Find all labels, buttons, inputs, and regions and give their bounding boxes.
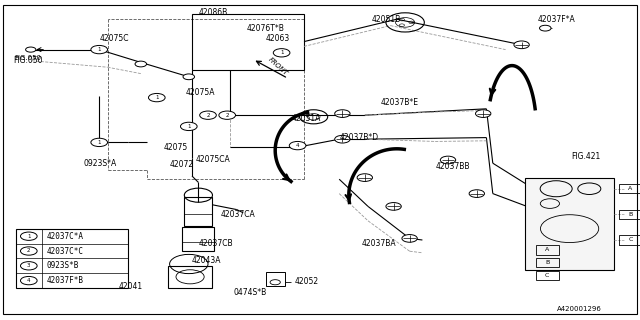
Text: 42075A: 42075A — [186, 88, 215, 97]
Text: 2: 2 — [27, 249, 31, 253]
Circle shape — [276, 50, 287, 56]
Circle shape — [289, 141, 306, 150]
Text: 0923S*B: 0923S*B — [47, 261, 79, 270]
Text: 42043A: 42043A — [192, 256, 221, 265]
Text: 42037BA: 42037BA — [362, 239, 396, 248]
Text: A: A — [628, 186, 632, 191]
Circle shape — [440, 156, 456, 164]
Circle shape — [335, 110, 350, 117]
Text: 42037C*C: 42037C*C — [47, 246, 84, 255]
Circle shape — [91, 45, 108, 54]
Text: 42037CB: 42037CB — [198, 239, 233, 248]
Text: 42037BB: 42037BB — [435, 162, 470, 171]
Circle shape — [20, 232, 37, 240]
Text: 1: 1 — [97, 47, 101, 52]
Text: 3: 3 — [27, 263, 31, 268]
Text: 4: 4 — [27, 278, 31, 283]
Text: A: A — [545, 247, 549, 252]
Circle shape — [402, 235, 417, 242]
Bar — [16, 229, 128, 288]
Bar — [619, 210, 640, 219]
Circle shape — [91, 138, 108, 147]
Text: 2: 2 — [225, 113, 229, 118]
Text: A420001296: A420001296 — [557, 306, 602, 312]
Text: 42075: 42075 — [163, 143, 188, 152]
Circle shape — [93, 47, 105, 52]
Text: 2: 2 — [206, 113, 210, 118]
Text: 42037B*D: 42037B*D — [339, 133, 378, 142]
Circle shape — [357, 174, 372, 181]
Text: C: C — [628, 237, 632, 243]
Text: FIG.050: FIG.050 — [13, 56, 42, 65]
Circle shape — [476, 110, 491, 117]
Text: 1: 1 — [97, 140, 101, 145]
Text: 1: 1 — [280, 50, 284, 55]
Text: 42063: 42063 — [266, 34, 290, 43]
Circle shape — [540, 199, 559, 208]
Bar — [192, 14, 304, 70]
Circle shape — [200, 111, 216, 119]
Text: 42037F*A: 42037F*A — [538, 15, 575, 24]
Circle shape — [273, 49, 290, 57]
Text: 1: 1 — [27, 234, 31, 239]
Circle shape — [469, 190, 484, 197]
Circle shape — [540, 25, 551, 31]
Circle shape — [514, 41, 529, 49]
Text: 42076T*B: 42076T*B — [246, 24, 284, 33]
Circle shape — [20, 247, 37, 255]
Text: 0474S*B: 0474S*B — [234, 288, 267, 297]
Text: 1: 1 — [155, 95, 159, 100]
Bar — [619, 235, 640, 244]
Bar — [168, 266, 212, 288]
Text: FIG.421: FIG.421 — [572, 152, 601, 161]
Text: 4: 4 — [296, 143, 300, 148]
Circle shape — [26, 47, 36, 52]
Bar — [536, 258, 559, 268]
Text: 42051B: 42051B — [371, 15, 401, 24]
Circle shape — [20, 276, 37, 285]
Bar — [536, 245, 559, 255]
Text: 42086B: 42086B — [198, 8, 228, 17]
Circle shape — [183, 74, 195, 80]
Text: 42075CA: 42075CA — [195, 156, 230, 164]
Circle shape — [183, 124, 195, 129]
Circle shape — [180, 122, 197, 131]
Text: 42075C: 42075C — [99, 34, 129, 43]
Circle shape — [335, 135, 350, 143]
Text: 42051A: 42051A — [291, 114, 321, 123]
Text: 42037F*B: 42037F*B — [47, 276, 84, 285]
Circle shape — [578, 183, 601, 195]
Bar — [182, 227, 214, 251]
Circle shape — [20, 262, 37, 270]
Text: B: B — [628, 212, 632, 217]
Text: 42037B*E: 42037B*E — [381, 98, 419, 107]
Text: 42041: 42041 — [118, 282, 143, 291]
Text: 0923S*A: 0923S*A — [83, 159, 116, 168]
Text: 42037CA: 42037CA — [221, 210, 255, 219]
Bar — [266, 272, 285, 286]
Text: FIG.050: FIG.050 — [14, 55, 41, 60]
Text: FRONT: FRONT — [268, 56, 289, 76]
Circle shape — [148, 93, 165, 102]
Bar — [184, 197, 212, 226]
Circle shape — [386, 203, 401, 210]
Circle shape — [540, 181, 572, 197]
Text: B: B — [545, 260, 549, 265]
Circle shape — [219, 111, 236, 119]
Text: 1: 1 — [187, 124, 191, 129]
Text: C: C — [545, 273, 549, 278]
Text: 42052: 42052 — [294, 277, 319, 286]
Bar — [619, 184, 640, 193]
Text: 42072: 42072 — [170, 160, 194, 169]
Bar — [536, 271, 559, 280]
Circle shape — [151, 95, 163, 100]
Bar — [525, 178, 614, 270]
Circle shape — [135, 61, 147, 67]
Ellipse shape — [540, 215, 598, 243]
Text: 42037C*A: 42037C*A — [47, 232, 84, 241]
